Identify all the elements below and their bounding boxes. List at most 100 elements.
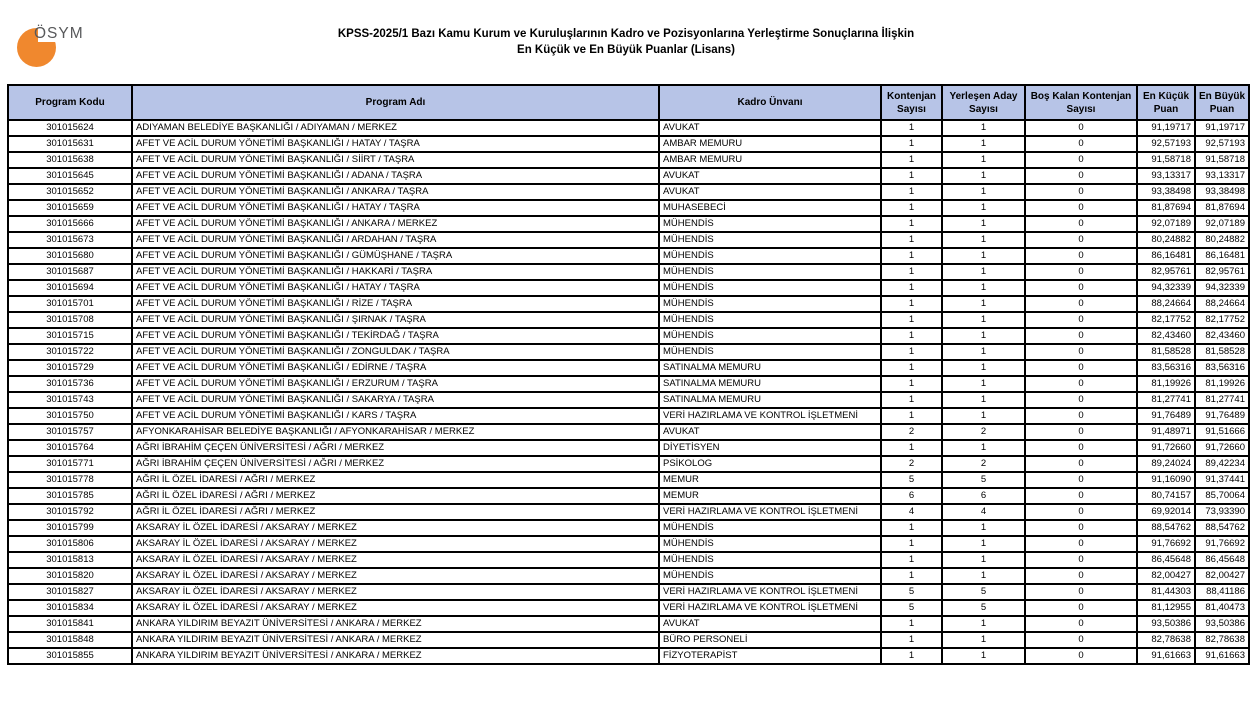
kadro-unvani-cell: SATINALMA MEMURU bbox=[658, 359, 882, 377]
program-kodu-cell: 301015834 bbox=[7, 599, 133, 617]
yerlesen-aday-sayisi-cell: 1 bbox=[941, 535, 1026, 553]
kadro-unvani-cell: VERİ HAZIRLAMA VE KONTROL İŞLETMENİ bbox=[658, 583, 882, 601]
osym-logo: ÖSYM bbox=[17, 25, 137, 70]
kadro-unvani-cell: VERİ HAZIRLAMA VE KONTROL İŞLETMENİ bbox=[658, 407, 882, 425]
bos-kalan-kontenjan-sayisi-cell: 0 bbox=[1024, 519, 1138, 537]
program-adi-cell: ANKARA YILDIRIM BEYAZIT ÜNİVERSİTESİ / A… bbox=[131, 631, 660, 649]
kontenjan-sayisi-cell: 2 bbox=[880, 455, 943, 473]
column-header-kadro-unvani: Kadro Ünvanı bbox=[658, 84, 882, 121]
en-buyuk-puan-cell: 92,07189 bbox=[1194, 215, 1250, 233]
kadro-unvani-cell: AVUKAT bbox=[658, 615, 882, 633]
document-title: KPSS-2025/1 Bazı Kamu Kurum ve Kuruluşla… bbox=[0, 26, 1252, 58]
yerlesen-aday-sayisi-cell: 1 bbox=[941, 551, 1026, 569]
kontenjan-sayisi-cell: 1 bbox=[880, 151, 943, 169]
kadro-unvani-cell: AVUKAT bbox=[658, 167, 882, 185]
table-row: 301015792 AĞRI İL ÖZEL İDARESİ / AĞRI / M… bbox=[7, 503, 1250, 521]
en-kucuk-puan-cell: 93,50386 bbox=[1136, 615, 1196, 633]
program-adi-cell: AKSARAY İL ÖZEL İDARESİ / AKSARAY / MERK… bbox=[131, 567, 660, 585]
column-header-bos-kalan-kontenjan-sayisi: Boş Kalan Kontenjan Sayısı bbox=[1024, 84, 1138, 121]
program-kodu-cell: 301015729 bbox=[7, 359, 133, 377]
program-kodu-cell: 301015645 bbox=[7, 167, 133, 185]
kontenjan-sayisi-cell: 5 bbox=[880, 583, 943, 601]
yerlesen-aday-sayisi-cell: 5 bbox=[941, 583, 1026, 601]
program-adi-cell: ANKARA YILDIRIM BEYAZIT ÜNİVERSİTESİ / A… bbox=[131, 615, 660, 633]
en-kucuk-puan-cell: 93,13317 bbox=[1136, 167, 1196, 185]
en-buyuk-puan-cell: 81,40473 bbox=[1194, 599, 1250, 617]
kontenjan-sayisi-cell: 1 bbox=[880, 311, 943, 329]
kadro-unvani-cell: BÜRO PERSONELİ bbox=[658, 631, 882, 649]
kadro-unvani-cell: MÜHENDİS bbox=[658, 311, 882, 329]
en-kucuk-puan-cell: 81,19926 bbox=[1136, 375, 1196, 393]
en-buyuk-puan-cell: 83,56316 bbox=[1194, 359, 1250, 377]
kontenjan-sayisi-cell: 1 bbox=[880, 295, 943, 313]
kadro-unvani-cell: MÜHENDİS bbox=[658, 551, 882, 569]
kontenjan-sayisi-cell: 1 bbox=[880, 439, 943, 457]
kadro-unvani-cell: SATINALMA MEMURU bbox=[658, 375, 882, 393]
en-buyuk-puan-cell: 93,13317 bbox=[1194, 167, 1250, 185]
program-adi-cell: AFET VE ACİL DURUM YÖNETİMİ BAŞKANLIĞI /… bbox=[131, 407, 660, 425]
yerlesen-aday-sayisi-cell: 1 bbox=[941, 631, 1026, 649]
en-kucuk-puan-cell: 69,92014 bbox=[1136, 503, 1196, 521]
en-kucuk-puan-cell: 88,24664 bbox=[1136, 295, 1196, 313]
bos-kalan-kontenjan-sayisi-cell: 0 bbox=[1024, 199, 1138, 217]
program-kodu-cell: 301015792 bbox=[7, 503, 133, 521]
bos-kalan-kontenjan-sayisi-cell: 0 bbox=[1024, 647, 1138, 665]
kadro-unvani-cell: MÜHENDİS bbox=[658, 263, 882, 281]
logo-text: ÖSYM bbox=[34, 25, 84, 42]
en-buyuk-puan-cell: 89,42234 bbox=[1194, 455, 1250, 473]
en-kucuk-puan-cell: 80,24882 bbox=[1136, 231, 1196, 249]
bos-kalan-kontenjan-sayisi-cell: 0 bbox=[1024, 247, 1138, 265]
en-kucuk-puan-cell: 80,74157 bbox=[1136, 487, 1196, 505]
en-buyuk-puan-cell: 86,45648 bbox=[1194, 551, 1250, 569]
bos-kalan-kontenjan-sayisi-cell: 0 bbox=[1024, 167, 1138, 185]
kontenjan-sayisi-cell: 1 bbox=[880, 391, 943, 409]
bos-kalan-kontenjan-sayisi-cell: 0 bbox=[1024, 551, 1138, 569]
yerlesen-aday-sayisi-cell: 1 bbox=[941, 135, 1026, 153]
yerlesen-aday-sayisi-cell: 1 bbox=[941, 295, 1026, 313]
bos-kalan-kontenjan-sayisi-cell: 0 bbox=[1024, 183, 1138, 201]
program-kodu-cell: 301015687 bbox=[7, 263, 133, 281]
table-row: 301015631 AFET VE ACİL DURUM YÖNETİMİ BAŞ… bbox=[7, 135, 1250, 153]
bos-kalan-kontenjan-sayisi-cell: 0 bbox=[1024, 455, 1138, 473]
yerlesen-aday-sayisi-cell: 1 bbox=[941, 567, 1026, 585]
en-buyuk-puan-cell: 82,17752 bbox=[1194, 311, 1250, 329]
en-kucuk-puan-cell: 82,43460 bbox=[1136, 327, 1196, 345]
table-row: 301015820 AKSARAY İL ÖZEL İDARESİ / AKSAR… bbox=[7, 567, 1250, 585]
en-kucuk-puan-cell: 91,48971 bbox=[1136, 423, 1196, 441]
bos-kalan-kontenjan-sayisi-cell: 0 bbox=[1024, 263, 1138, 281]
program-adi-cell: AFET VE ACİL DURUM YÖNETİMİ BAŞKANLIĞI /… bbox=[131, 183, 660, 201]
bos-kalan-kontenjan-sayisi-cell: 0 bbox=[1024, 391, 1138, 409]
yerlesen-aday-sayisi-cell: 1 bbox=[941, 615, 1026, 633]
kadro-unvani-cell: MÜHENDİS bbox=[658, 247, 882, 265]
program-adi-cell: AKSARAY İL ÖZEL İDARESİ / AKSARAY / MERK… bbox=[131, 599, 660, 617]
en-buyuk-puan-cell: 85,70064 bbox=[1194, 487, 1250, 505]
en-kucuk-puan-cell: 91,58718 bbox=[1136, 151, 1196, 169]
bos-kalan-kontenjan-sayisi-cell: 0 bbox=[1024, 407, 1138, 425]
kontenjan-sayisi-cell: 1 bbox=[880, 567, 943, 585]
yerlesen-aday-sayisi-cell: 1 bbox=[941, 391, 1026, 409]
yerlesen-aday-sayisi-cell: 2 bbox=[941, 423, 1026, 441]
en-buyuk-puan-cell: 91,61663 bbox=[1194, 647, 1250, 665]
program-adi-cell: AFYONKARAHİSAR BELEDİYE BAŞKANLIĞI / AFY… bbox=[131, 423, 660, 441]
program-kodu-cell: 301015771 bbox=[7, 455, 133, 473]
kontenjan-sayisi-cell: 1 bbox=[880, 631, 943, 649]
en-kucuk-puan-cell: 86,45648 bbox=[1136, 551, 1196, 569]
table-row: 301015848 ANKARA YILDIRIM BEYAZIT ÜNİVERS… bbox=[7, 631, 1250, 649]
yerlesen-aday-sayisi-cell: 1 bbox=[941, 343, 1026, 361]
kontenjan-sayisi-cell: 6 bbox=[880, 487, 943, 505]
kontenjan-sayisi-cell: 1 bbox=[880, 263, 943, 281]
bos-kalan-kontenjan-sayisi-cell: 0 bbox=[1024, 231, 1138, 249]
program-kodu-cell: 301015848 bbox=[7, 631, 133, 649]
yerlesen-aday-sayisi-cell: 1 bbox=[941, 167, 1026, 185]
kadro-unvani-cell: MÜHENDİS bbox=[658, 327, 882, 345]
program-kodu-cell: 301015778 bbox=[7, 471, 133, 489]
en-kucuk-puan-cell: 93,38498 bbox=[1136, 183, 1196, 201]
program-kodu-cell: 301015799 bbox=[7, 519, 133, 537]
en-buyuk-puan-cell: 82,43460 bbox=[1194, 327, 1250, 345]
bos-kalan-kontenjan-sayisi-cell: 0 bbox=[1024, 615, 1138, 633]
program-kodu-cell: 301015673 bbox=[7, 231, 133, 249]
program-kodu-cell: 301015785 bbox=[7, 487, 133, 505]
kontenjan-sayisi-cell: 1 bbox=[880, 247, 943, 265]
program-adi-cell: AFET VE ACİL DURUM YÖNETİMİ BAŞKANLIĞI /… bbox=[131, 311, 660, 329]
